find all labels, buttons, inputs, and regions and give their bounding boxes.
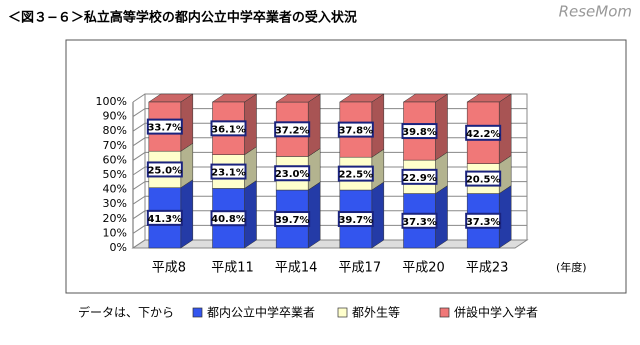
value-label: 22.5% xyxy=(338,170,373,181)
value-label-box xyxy=(146,118,183,135)
value-label: 36.1% xyxy=(211,124,246,135)
y-tick-label: 0% xyxy=(110,241,127,254)
value-label-box xyxy=(401,168,438,185)
y-tick-label: 60% xyxy=(103,153,127,166)
grid-line xyxy=(132,239,527,249)
value-label: 37.2% xyxy=(275,125,310,136)
legend-swatch xyxy=(192,307,203,318)
value-label: 39.7% xyxy=(338,215,373,226)
y-tick-label: 10% xyxy=(103,226,127,239)
value-label-box xyxy=(401,123,438,140)
value-label: 39.8% xyxy=(402,127,437,138)
legend-label: 都内公立中学卒業者 xyxy=(207,305,315,320)
value-label: 37.8% xyxy=(338,126,373,137)
grid-line xyxy=(132,166,527,176)
value-label: 23.1% xyxy=(211,168,246,179)
grid-line xyxy=(132,122,527,132)
x-tick-label: 平成8 xyxy=(152,261,186,276)
chart-title: ＜図３−６＞私立高等学校の都内公立中学卒業者の受入状況 xyxy=(8,10,357,26)
legend-swatch xyxy=(337,307,348,318)
value-label-box xyxy=(210,120,247,137)
grid-line xyxy=(132,137,527,147)
legend-label: 併設中学入学者 xyxy=(454,305,538,320)
x-tick-label: 平成20 xyxy=(402,261,445,276)
value-label-box xyxy=(274,121,311,138)
value-label: 40.8% xyxy=(211,214,246,225)
y-tick-label: 80% xyxy=(103,124,127,137)
grid-line xyxy=(132,181,527,191)
value-label-box xyxy=(337,211,374,228)
value-label-box xyxy=(274,211,311,228)
y-tick-label: 50% xyxy=(103,168,127,181)
x-tick-label: 平成11 xyxy=(211,261,254,276)
watermark: ReseMom xyxy=(559,3,632,21)
grid-line xyxy=(132,93,527,103)
grid-line xyxy=(132,151,527,161)
value-label: 22.9% xyxy=(402,173,437,184)
value-label-box xyxy=(337,121,374,138)
value-label: 23.0% xyxy=(275,169,310,180)
value-label-box xyxy=(146,209,183,226)
value-label: 25.0% xyxy=(147,165,182,176)
value-label: 41.3% xyxy=(147,214,182,225)
y-tick-label: 30% xyxy=(103,197,127,210)
value-label-box xyxy=(465,170,502,187)
x-tick-label: 平成14 xyxy=(275,261,318,276)
value-label: 37.3% xyxy=(466,217,501,228)
chart-frame xyxy=(65,39,627,294)
legend-swatch xyxy=(439,307,450,318)
value-label-box xyxy=(210,210,247,227)
grid-line xyxy=(132,210,527,220)
y-tick-label: 90% xyxy=(103,110,127,123)
value-label-box xyxy=(210,163,247,180)
value-label: 33.7% xyxy=(147,123,182,134)
y-tick-label: 40% xyxy=(103,183,127,196)
grid-line xyxy=(132,224,527,234)
legend-title: データは、下から xyxy=(78,305,174,320)
legend-label: 都外生等 xyxy=(352,306,400,320)
y-tick-label: 20% xyxy=(103,212,127,225)
value-label-box xyxy=(274,165,311,182)
value-label-box xyxy=(465,124,502,141)
y-tick-label: 70% xyxy=(103,139,127,152)
value-label-box xyxy=(146,161,183,178)
value-label: 42.2% xyxy=(466,129,501,140)
value-label-box xyxy=(401,212,438,229)
grid-line xyxy=(132,195,527,205)
value-label: 39.7% xyxy=(275,215,310,226)
grid-line xyxy=(132,108,527,118)
value-label: 37.3% xyxy=(402,217,437,228)
x-tick-label: 平成23 xyxy=(466,261,509,276)
value-label-box xyxy=(337,165,374,182)
y-tick-label: 100% xyxy=(96,95,127,108)
value-label: 20.5% xyxy=(466,175,501,186)
x-unit: (年度) xyxy=(556,260,587,274)
value-label-box xyxy=(465,212,502,229)
x-tick-label: 平成17 xyxy=(339,261,382,276)
